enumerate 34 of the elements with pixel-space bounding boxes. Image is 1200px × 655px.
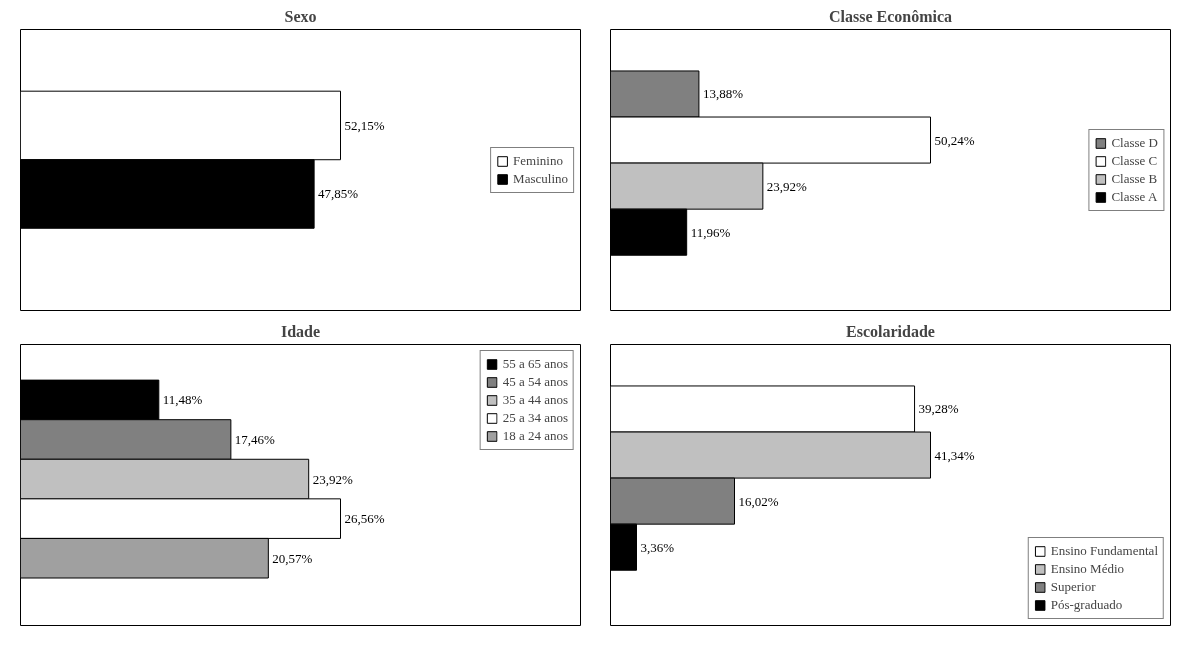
chart-title: Sexo (284, 7, 317, 25)
legend-label: Ensino Médio (1050, 561, 1125, 577)
chart-title: Idade (280, 322, 321, 340)
data-label: 3,36% (640, 539, 675, 555)
data-label: 50,24% (934, 132, 975, 148)
legend-label: 55 a 65 anos (502, 356, 568, 372)
legend-label: Classe A (1111, 188, 1158, 205)
data-label: 41,34% (934, 447, 975, 463)
legend-label: Feminino (513, 152, 563, 169)
data-label: 39,28% (918, 401, 959, 417)
data-label: 16,02% (738, 493, 779, 509)
data-label: 23,92% (312, 471, 353, 487)
legend-label: 35 a 44 anos (502, 392, 568, 408)
legend-label: 45 a 54 anos (502, 374, 568, 390)
legend-label: Masculino (513, 170, 568, 187)
data-label: 20,57% (272, 550, 313, 566)
legend-label: Classe B (1111, 170, 1158, 187)
chart-title: Classe Econômica (828, 7, 953, 25)
data-label: 23,92% (766, 178, 808, 194)
data-label: 26,56% (344, 511, 385, 527)
data-label: 13,88% (702, 86, 744, 102)
legend-label: 25 a 34 anos (502, 410, 568, 426)
chart-title: Escolaridade (846, 322, 935, 340)
data-label: 17,46% (234, 431, 276, 447)
legend-label: Ensino Fundamental (1050, 543, 1158, 559)
legend-label: Pós-graduado (1050, 597, 1123, 613)
data-label: 11,48% (162, 392, 203, 408)
legend-label: Classe D (1111, 134, 1158, 151)
data-label: 52,15% (344, 117, 385, 133)
legend-label: Classe C (1111, 152, 1158, 169)
legend-label: Superior (1050, 579, 1096, 595)
legend-label: 18 a 24 anos (502, 428, 568, 444)
data-label: 47,85% (318, 186, 359, 202)
data-label: 11,96% (690, 224, 731, 240)
